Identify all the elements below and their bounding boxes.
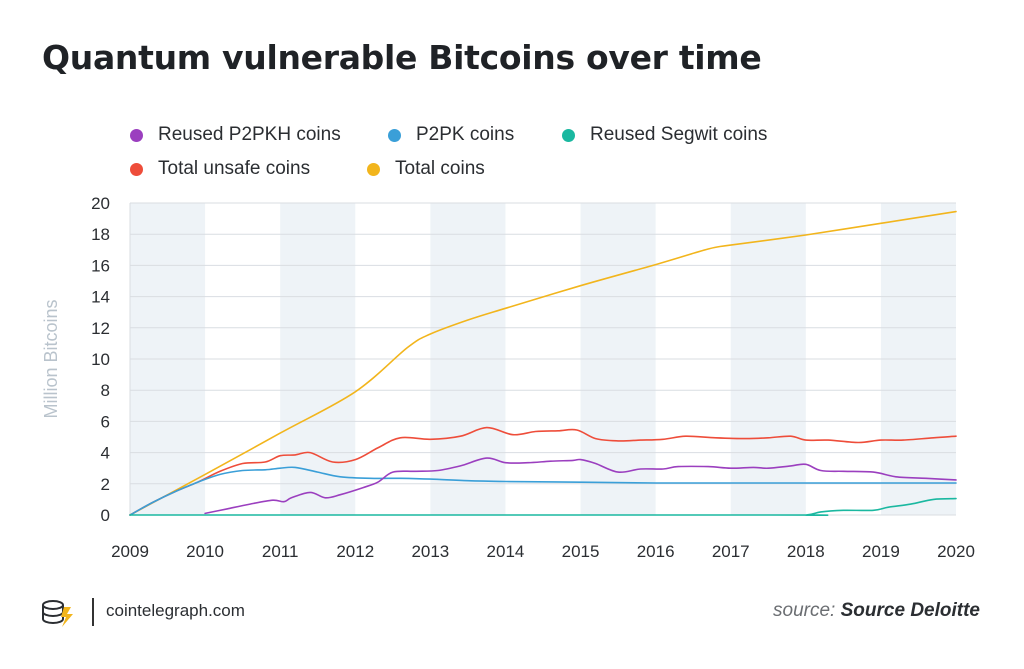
x-tick-label: 2012 <box>336 542 374 561</box>
x-tick-label: 2010 <box>186 542 224 561</box>
legend-item-reused-p2pkh[interactable]: Reused P2PKH coins <box>130 124 341 146</box>
y-tick-label: 12 <box>91 319 110 338</box>
legend-item-reused-segwit[interactable]: Reused Segwit coins <box>562 124 767 146</box>
series-line-reused-p2pkh <box>204 457 957 515</box>
x-tick-label: 2019 <box>862 542 900 561</box>
y-tick-label: 8 <box>101 381 110 400</box>
footer-source: source: Source Deloitte <box>773 600 980 622</box>
legend-item-total-unsafe[interactable]: Total unsafe coins <box>130 158 310 180</box>
legend-dot-icon <box>388 128 401 142</box>
legend-dot-icon <box>130 128 143 142</box>
y-tick-label: 2 <box>101 475 110 494</box>
x-tick-label: 2013 <box>411 542 449 561</box>
legend-item-p2pk[interactable]: P2PK coins <box>388 124 514 146</box>
x-tick-label: 2009 <box>111 542 149 561</box>
chart-title: Quantum vulnerable Bitcoins over time <box>42 38 762 77</box>
series-line-total <box>129 210 957 516</box>
y-tick-label: 0 <box>101 506 110 525</box>
y-tick-label: 14 <box>91 288 110 307</box>
y-tick-label: 6 <box>101 412 110 431</box>
legend-label: Reused Segwit coins <box>590 124 768 145</box>
source-name: Source Deloitte <box>840 600 980 621</box>
legend-dot-icon <box>562 128 575 142</box>
y-tick-label: 20 <box>91 194 110 213</box>
source-prefix: source: <box>773 600 836 621</box>
footer-divider <box>92 598 94 626</box>
legend-item-total[interactable]: Total coins <box>367 158 485 180</box>
y-axis-label: Million Bitcoins <box>41 299 61 418</box>
x-tick-label: 2014 <box>487 542 525 561</box>
x-tick-label: 2018 <box>787 542 825 561</box>
legend-dot-icon <box>367 162 380 176</box>
footer-site-link[interactable]: cointelegraph.com <box>106 601 245 620</box>
cointelegraph-logo-icon <box>42 600 73 627</box>
x-tick-label: 2017 <box>712 542 750 561</box>
legend-label: Total coins <box>395 158 485 179</box>
series-line-reused-segwit <box>129 497 957 517</box>
series-line-p2pk <box>129 466 957 516</box>
x-tick-label: 2016 <box>637 542 675 561</box>
legend-label: P2PK coins <box>416 124 515 145</box>
y-tick-label: 10 <box>91 350 110 369</box>
legend-label: Total unsafe coins <box>158 158 311 179</box>
legend-label: Reused P2PKH coins <box>158 124 341 145</box>
series-line-total-unsafe <box>129 426 957 516</box>
legend-dot-icon <box>130 162 143 176</box>
x-tick-label: 2015 <box>562 542 600 561</box>
y-tick-label: 4 <box>101 444 110 463</box>
y-tick-label: 18 <box>91 225 110 244</box>
x-tick-label: 2011 <box>262 542 299 561</box>
y-tick-label: 16 <box>91 256 110 275</box>
x-tick-label: 2020 <box>937 542 975 561</box>
